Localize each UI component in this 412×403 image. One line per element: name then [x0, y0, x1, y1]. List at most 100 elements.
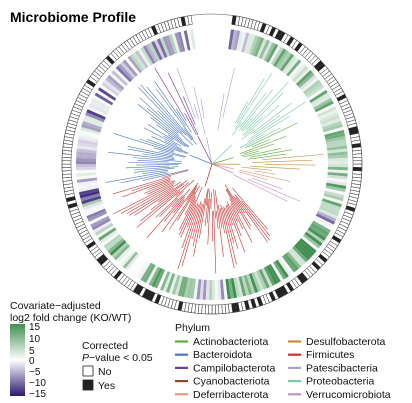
tree-branch: [239, 133, 265, 149]
ring-segment: [327, 174, 348, 180]
tree-branch: [239, 169, 291, 182]
ring-segment: [111, 70, 129, 86]
ring-segment: [279, 53, 295, 72]
ring-segment: [84, 203, 104, 214]
ring-segment: [302, 233, 321, 249]
tree-branch: [244, 122, 298, 149]
ring-segment: [326, 145, 348, 151]
tree-branch: [165, 144, 188, 154]
tree-branch: [213, 189, 216, 219]
tree-branch: [164, 140, 183, 150]
ring-segment: [154, 269, 166, 289]
ring-segment: [77, 182, 98, 190]
tree-branch: [262, 154, 324, 160]
tree-branch: [211, 157, 234, 165]
ring-segment: [236, 30, 244, 52]
tree-branch: [138, 104, 183, 141]
tree-branch: [251, 138, 271, 148]
tree-branch: [135, 164, 179, 166]
ring-segment: [180, 30, 188, 52]
ring-segment: [165, 273, 176, 293]
ring-segment: [76, 160, 97, 165]
tree-branch: [234, 101, 248, 124]
tree-branch: [235, 197, 269, 243]
tree-branch: [249, 149, 292, 158]
ring-segment: [105, 77, 123, 93]
tree-branch: [217, 204, 223, 229]
tree-branch: [240, 150, 260, 157]
tree-branch: [127, 148, 174, 158]
tree-branch: [223, 206, 235, 244]
tree-branch: [233, 174, 288, 202]
tree-branch: [253, 115, 281, 135]
ring-segment: [81, 195, 102, 205]
ring-segment: [286, 251, 302, 269]
tree-branch: [133, 166, 179, 171]
ring-segment: [273, 261, 287, 280]
ring-segment: [130, 256, 145, 275]
tree-branch: [226, 188, 251, 230]
ring-segment: [233, 30, 241, 51]
ring-segment: [208, 304, 213, 315]
ring-segment: [314, 100, 334, 113]
ring-segment: [98, 227, 117, 241]
tree-branch: [151, 136, 190, 154]
tree-branch: [246, 92, 284, 130]
ring-segment: [313, 218, 333, 231]
tree-branch: [225, 205, 233, 225]
ring-segment: [135, 259, 149, 278]
tree-branch: [217, 93, 225, 131]
tree-branch: [141, 169, 169, 175]
tree-branch: [167, 134, 186, 147]
ring-segment: [288, 61, 304, 79]
ring-segment: [151, 40, 163, 61]
ring-segment: [99, 229, 118, 244]
ring-segment: [83, 200, 103, 211]
tree-branch: [234, 72, 273, 130]
ring-segment: [297, 72, 315, 88]
ring-segment: [270, 46, 284, 66]
tree-branch: [225, 189, 240, 214]
ring-segment: [154, 39, 166, 60]
ring-segment: [324, 188, 346, 196]
tree-branch: [183, 96, 196, 125]
tree-branch: [173, 199, 185, 214]
ring-segment: [263, 42, 276, 62]
tree-branch: [177, 204, 200, 270]
ring-segment: [304, 82, 323, 97]
ring-segment: [159, 271, 171, 291]
tree-branch: [122, 179, 171, 198]
tree-branch: [179, 199, 196, 236]
ring-segment: [295, 242, 313, 258]
ring-segment: [77, 139, 98, 146]
ring-segment: [235, 276, 244, 298]
ring-segment: [105, 236, 123, 251]
tree-branch: [232, 187, 268, 230]
ring-segment: [171, 274, 181, 295]
ring-segment: [261, 267, 273, 288]
ring-segment: [214, 304, 220, 315]
tree-branch: [179, 196, 196, 230]
ring-segment: [311, 220, 331, 233]
ring-segment: [90, 215, 110, 228]
ring-segment: [88, 103, 109, 115]
ring-segment: [243, 33, 253, 54]
pvalue-yes-label: Yes: [98, 380, 115, 392]
fold-tick-neg15: −15: [29, 389, 46, 400]
ring-segment: [120, 249, 136, 267]
ring-segment: [315, 213, 336, 225]
ring-segment: [270, 262, 284, 282]
ring-segment: [233, 277, 241, 298]
tree-branch: [242, 148, 281, 158]
ring-segment: [266, 43, 279, 63]
pvalue-legend-title-line2: P−value < 0.05: [82, 352, 153, 364]
ring-segment: [159, 37, 170, 57]
ring-segment: [90, 100, 110, 113]
pvalue-italic-p: P: [82, 352, 89, 364]
ring-segment: [140, 262, 154, 282]
ring-segment: [76, 172, 97, 177]
ring-segment: [190, 278, 196, 299]
ring-segment: [327, 166, 348, 171]
phylum-legend-label: Bacteroidota: [193, 349, 252, 361]
tree-branch: [129, 187, 174, 216]
